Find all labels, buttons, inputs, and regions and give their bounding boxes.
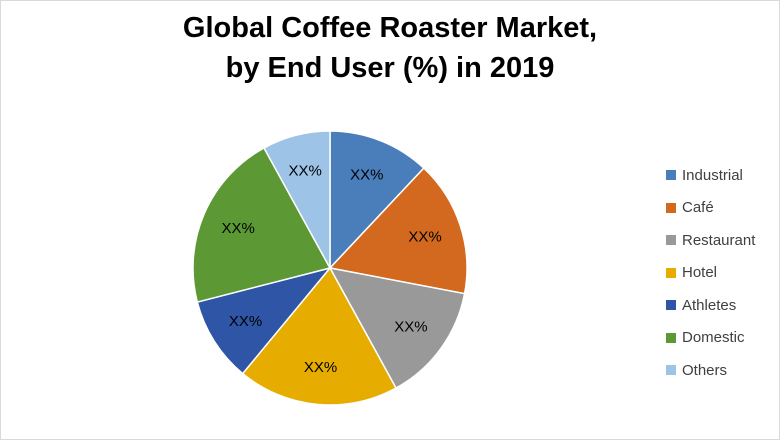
slice-data-label: XX%: [229, 313, 262, 330]
legend-label: Hotel: [682, 264, 718, 282]
slice-data-label: XX%: [350, 167, 383, 184]
legend-label: Athletes: [682, 296, 737, 314]
legend-item: Others: [666, 354, 755, 387]
pie-slice-hotel: [241, 266, 398, 406]
legend-item: Domestic: [666, 322, 755, 355]
slice-data-label: XX%: [288, 163, 321, 180]
legend-label: Domestic: [682, 329, 745, 347]
pie-slice-others: [262, 130, 331, 269]
slice-data-label: XX%: [394, 318, 427, 335]
pie-slice-athletes: [196, 266, 333, 375]
chart-title-line-2: by End User (%) in 2019: [225, 52, 555, 84]
legend-label: Café: [682, 199, 714, 217]
pie-slice-domestic: [192, 146, 332, 303]
legend-swatch: [666, 170, 676, 181]
legend-item: Hotel: [666, 257, 755, 290]
legend-swatch: [666, 365, 676, 376]
legend-swatch: [666, 235, 676, 246]
legend-swatch: [666, 267, 676, 278]
pie-slice-caf-: [328, 167, 468, 295]
chart-legend: Industrial Café Restaurant Hotel Athletes Dom…: [666, 159, 755, 387]
slice-data-label: XX%: [304, 359, 337, 376]
legend-label: Industrial: [682, 166, 743, 184]
legend-label: Restaurant: [682, 231, 756, 249]
legend-label: Others: [682, 361, 728, 379]
legend-swatch: [666, 300, 676, 311]
legend-swatch: [666, 202, 676, 213]
chart-title: Global Coffee Roaster Market, by End Use…: [0, 8, 780, 88]
pie-slice-industrial: [329, 130, 425, 270]
chart-title-line-1: Global Coffee Roaster Market,: [182, 12, 598, 44]
slice-data-label: XX%: [408, 229, 441, 246]
slice-data-label: XX%: [222, 220, 255, 237]
legend-item: Industrial: [666, 159, 755, 192]
legend-item: Café: [666, 192, 755, 225]
legend-item: Athletes: [666, 289, 755, 322]
legend-item: Restaurant: [666, 224, 755, 257]
pie-slice-restaurant: [328, 266, 466, 390]
legend-swatch: [666, 332, 676, 343]
